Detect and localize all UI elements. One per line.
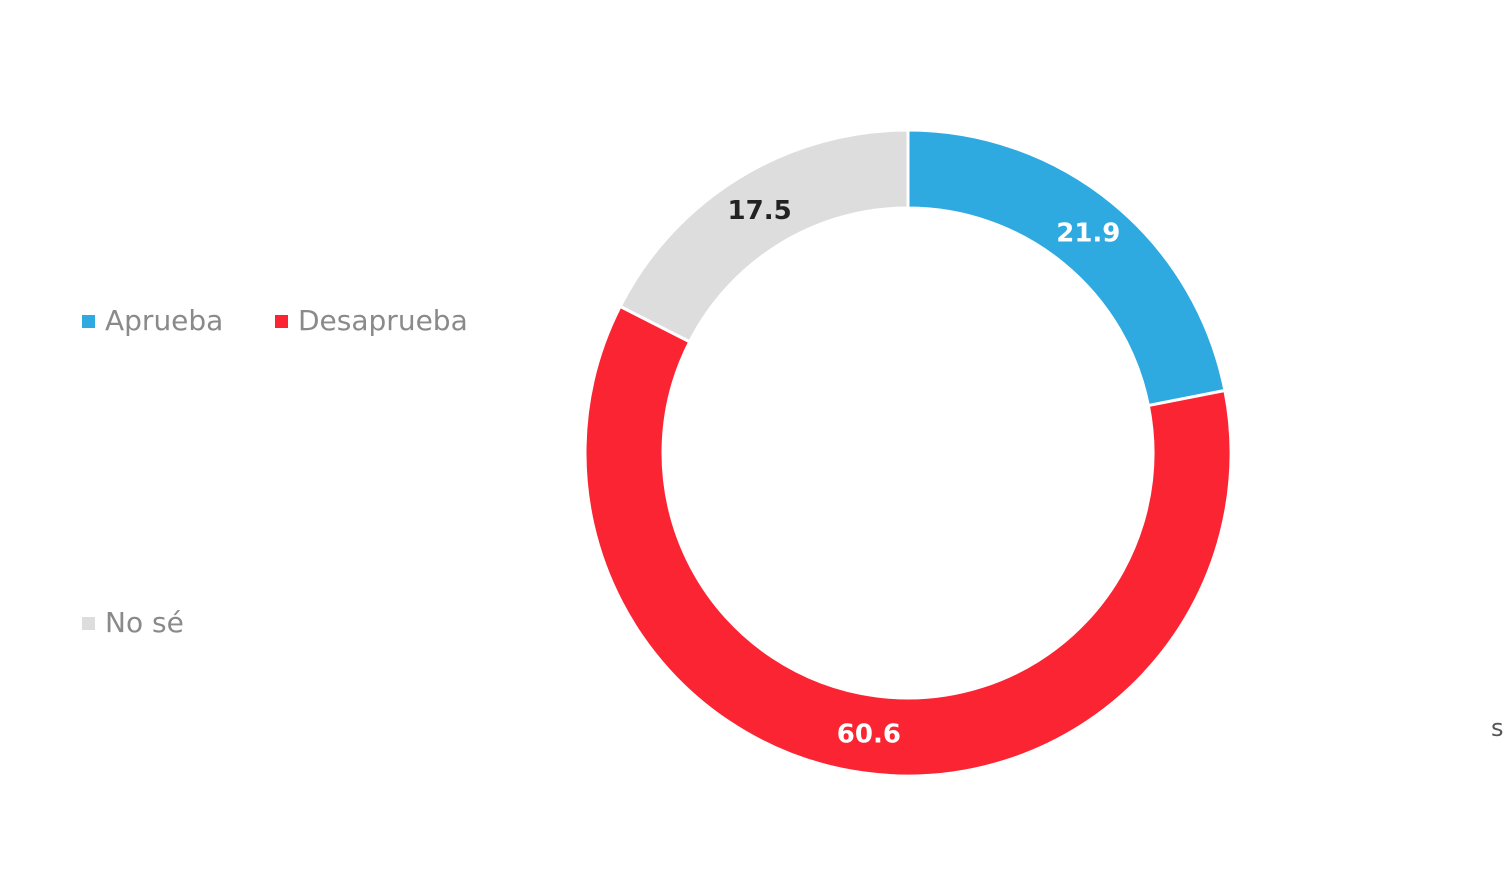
legend-label-desaprueba: Desaprueba <box>298 304 468 337</box>
donut-slice-2 <box>618 128 910 344</box>
donut-slices <box>583 128 1233 778</box>
legend-item-no-se: No sé <box>82 609 184 637</box>
legend-item-aprueba: Aprueba <box>82 307 223 335</box>
legend-label-aprueba: Aprueba <box>105 304 224 337</box>
data-label-1: 60.6 <box>837 719 901 749</box>
donut-slice-0 <box>906 128 1227 408</box>
legend-label-no-se: No sé <box>105 606 184 639</box>
donut-slice-1 <box>583 304 1233 778</box>
legend-swatch-desaprueba <box>275 314 288 328</box>
edge-text-fragment: s <box>1491 714 1504 742</box>
donut-data-labels: 21.9 60.6 17.5 <box>728 196 1121 749</box>
legend-item-desaprueba: Desaprueba <box>275 307 468 335</box>
legend-swatch-no-se <box>82 616 95 630</box>
legend-swatch-aprueba <box>82 314 95 328</box>
data-label-0: 21.9 <box>1056 219 1120 249</box>
data-label-2: 17.5 <box>728 196 792 226</box>
